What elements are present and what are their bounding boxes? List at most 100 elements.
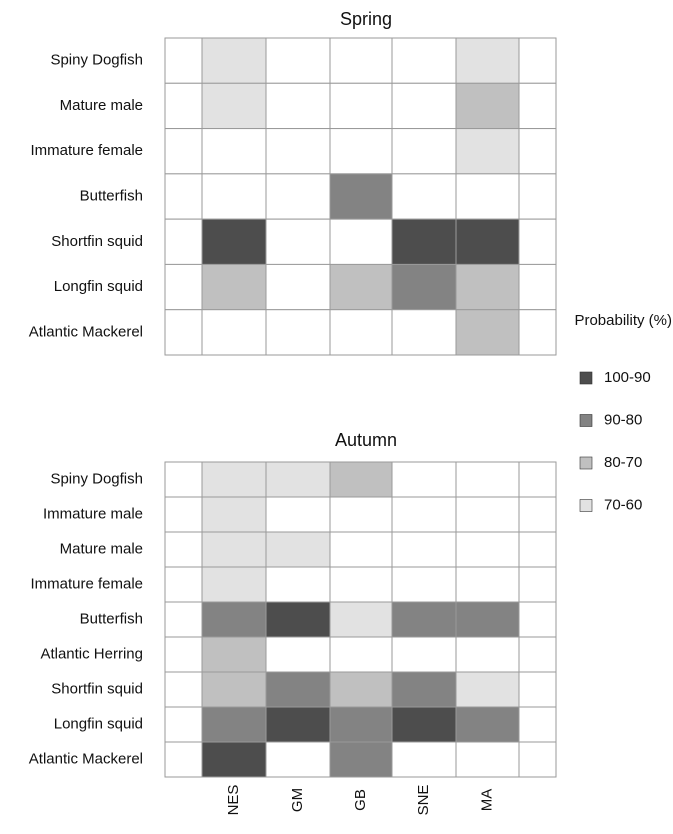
empty-cell: [455, 173, 520, 220]
empty-cell: [329, 82, 393, 130]
empty-cell: [518, 218, 557, 265]
cell: [201, 37, 267, 84]
empty-cell: [265, 636, 331, 673]
empty-cell: [518, 671, 557, 708]
row-label: Immature female: [30, 142, 143, 159]
empty-cell: [164, 37, 203, 84]
cell: [201, 706, 267, 743]
row-label: Spiny Dogfish: [50, 470, 143, 487]
cell: [329, 741, 393, 778]
empty-cell: [265, 173, 331, 220]
cell: [455, 671, 520, 708]
empty-cell: [518, 741, 557, 778]
row-label: Shortfin squid: [51, 233, 143, 250]
empty-cell: [391, 82, 457, 130]
empty-cell: [329, 128, 393, 175]
empty-cell: [265, 128, 331, 175]
cell: [391, 706, 457, 743]
empty-cell: [518, 601, 557, 638]
empty-cell: [391, 531, 457, 568]
cell: [265, 461, 331, 498]
cell: [201, 566, 267, 603]
empty-cell: [164, 82, 203, 130]
cell: [201, 531, 267, 568]
empty-cell: [455, 461, 520, 498]
cell: [201, 82, 267, 130]
cell: [329, 461, 393, 498]
empty-cell: [391, 741, 457, 778]
row-label: Spiny Dogfish: [50, 52, 143, 69]
legend-swatch: [579, 371, 593, 385]
empty-cell: [391, 496, 457, 533]
cell: [455, 128, 520, 175]
empty-cell: [164, 531, 203, 568]
empty-cell: [164, 671, 203, 708]
empty-cell: [164, 461, 203, 498]
cell: [329, 173, 393, 220]
empty-cell: [518, 309, 557, 356]
empty-cell: [455, 636, 520, 673]
empty-cell: [164, 566, 203, 603]
legend-label: 80-70: [604, 454, 642, 471]
empty-cell: [164, 263, 203, 311]
legend-label: 90-80: [604, 411, 642, 428]
empty-cell: [391, 173, 457, 220]
empty-cell: [265, 37, 331, 84]
row-label: Longfin squid: [54, 715, 143, 732]
empty-cell: [329, 37, 393, 84]
panel-title: Spring: [340, 9, 392, 29]
empty-cell: [164, 496, 203, 533]
empty-cell: [391, 461, 457, 498]
empty-cell: [391, 636, 457, 673]
empty-cell: [265, 263, 331, 311]
x-tick-label: NES: [225, 785, 242, 816]
cell: [201, 741, 267, 778]
empty-cell: [455, 531, 520, 568]
cell: [329, 671, 393, 708]
cell: [265, 706, 331, 743]
empty-cell: [518, 531, 557, 568]
empty-cell: [164, 706, 203, 743]
row-label: Immature male: [43, 505, 143, 522]
empty-cell: [455, 566, 520, 603]
row-label: Butterfish: [80, 187, 143, 204]
empty-cell: [329, 496, 393, 533]
empty-cell: [265, 82, 331, 130]
cell: [329, 263, 393, 311]
cell: [391, 671, 457, 708]
empty-cell: [329, 566, 393, 603]
empty-cell: [329, 309, 393, 356]
cell: [201, 218, 267, 265]
empty-cell: [164, 741, 203, 778]
empty-cell: [518, 37, 557, 84]
empty-cell: [265, 566, 331, 603]
empty-cell: [329, 636, 393, 673]
empty-cell: [518, 496, 557, 533]
cell: [201, 601, 267, 638]
row-label: Mature male: [60, 97, 143, 114]
cell: [455, 309, 520, 356]
cell: [455, 601, 520, 638]
row-label: Atlantic Mackerel: [29, 750, 143, 767]
empty-cell: [518, 173, 557, 220]
legend-label: 70-60: [604, 496, 642, 513]
cell: [455, 37, 520, 84]
empty-cell: [518, 128, 557, 175]
cell: [455, 706, 520, 743]
empty-cell: [164, 173, 203, 220]
empty-cell: [391, 566, 457, 603]
empty-cell: [391, 37, 457, 84]
row-label: Atlantic Mackerel: [29, 323, 143, 340]
empty-cell: [455, 741, 520, 778]
cell: [201, 496, 267, 533]
row-label: Mature male: [60, 540, 143, 557]
cell: [201, 461, 267, 498]
cell: [329, 601, 393, 638]
empty-cell: [201, 309, 267, 356]
x-tick-label: GM: [289, 788, 306, 812]
panel-title: Autumn: [335, 430, 397, 450]
cell: [265, 671, 331, 708]
cell: [391, 263, 457, 311]
empty-cell: [164, 128, 203, 175]
